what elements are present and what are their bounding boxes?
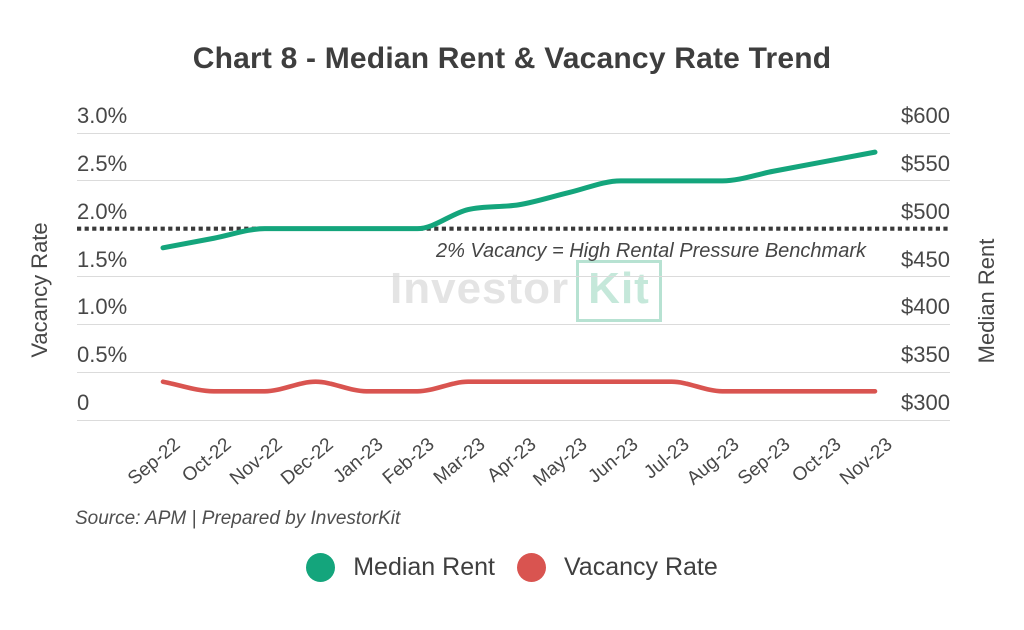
- gridline: [77, 371, 950, 373]
- source-note: Source: APM | Prepared by InvestorKit: [75, 508, 401, 529]
- vacancy-rate-swatch: [516, 553, 546, 582]
- right-axis-tick: $450: [901, 246, 950, 272]
- left-axis-tick: 1.0%: [77, 294, 128, 320]
- legend: Median Rent Vacancy Rate: [0, 553, 1024, 582]
- right-axis-tick: $550: [901, 150, 950, 176]
- right-axis-tick: $300: [901, 390, 950, 415]
- right-axis-tick: $600: [901, 103, 950, 128]
- median-rent-line: [160, 149, 878, 251]
- watermark-text-investor: Investor: [390, 264, 570, 313]
- gridline: [77, 180, 950, 182]
- gridline: [77, 132, 950, 134]
- legend-label-vacancy-rate: Vacancy Rate: [563, 553, 718, 581]
- gridline: [77, 323, 950, 325]
- left-axis-tick: 3.0%: [77, 103, 128, 128]
- right-axis-tick: $350: [901, 342, 950, 368]
- legend-item-vacancy-rate: Vacancy Rate: [516, 553, 718, 582]
- left-axis-tick: 0.5%: [77, 342, 128, 368]
- left-axis-tick: 2.5%: [77, 150, 128, 176]
- left-axis-tick: 0: [77, 390, 90, 415]
- legend-label-median-rent: Median Rent: [353, 553, 495, 581]
- gridline: [77, 419, 950, 421]
- vacancy-rate-line: [160, 379, 878, 394]
- median-rent-swatch: [306, 553, 336, 582]
- benchmark-annotation: 2% Vacancy = High Rental Pressure Benchm…: [435, 240, 866, 262]
- legend-item-median-rent: Median Rent: [306, 553, 495, 582]
- right-axis-tick: $500: [901, 198, 950, 224]
- left-axis-tick: 1.5%: [77, 246, 128, 272]
- chart-title: Chart 8 - Median Rent & Vacancy Rate Tre…: [192, 42, 832, 75]
- gridline: [77, 276, 950, 277]
- left-axis-tick: 2.0%: [77, 198, 128, 224]
- watermark-text-kit: Kit: [576, 260, 662, 322]
- investorkit-watermark: Investor Kit: [390, 260, 662, 322]
- right-axis-tick: $400: [901, 294, 950, 320]
